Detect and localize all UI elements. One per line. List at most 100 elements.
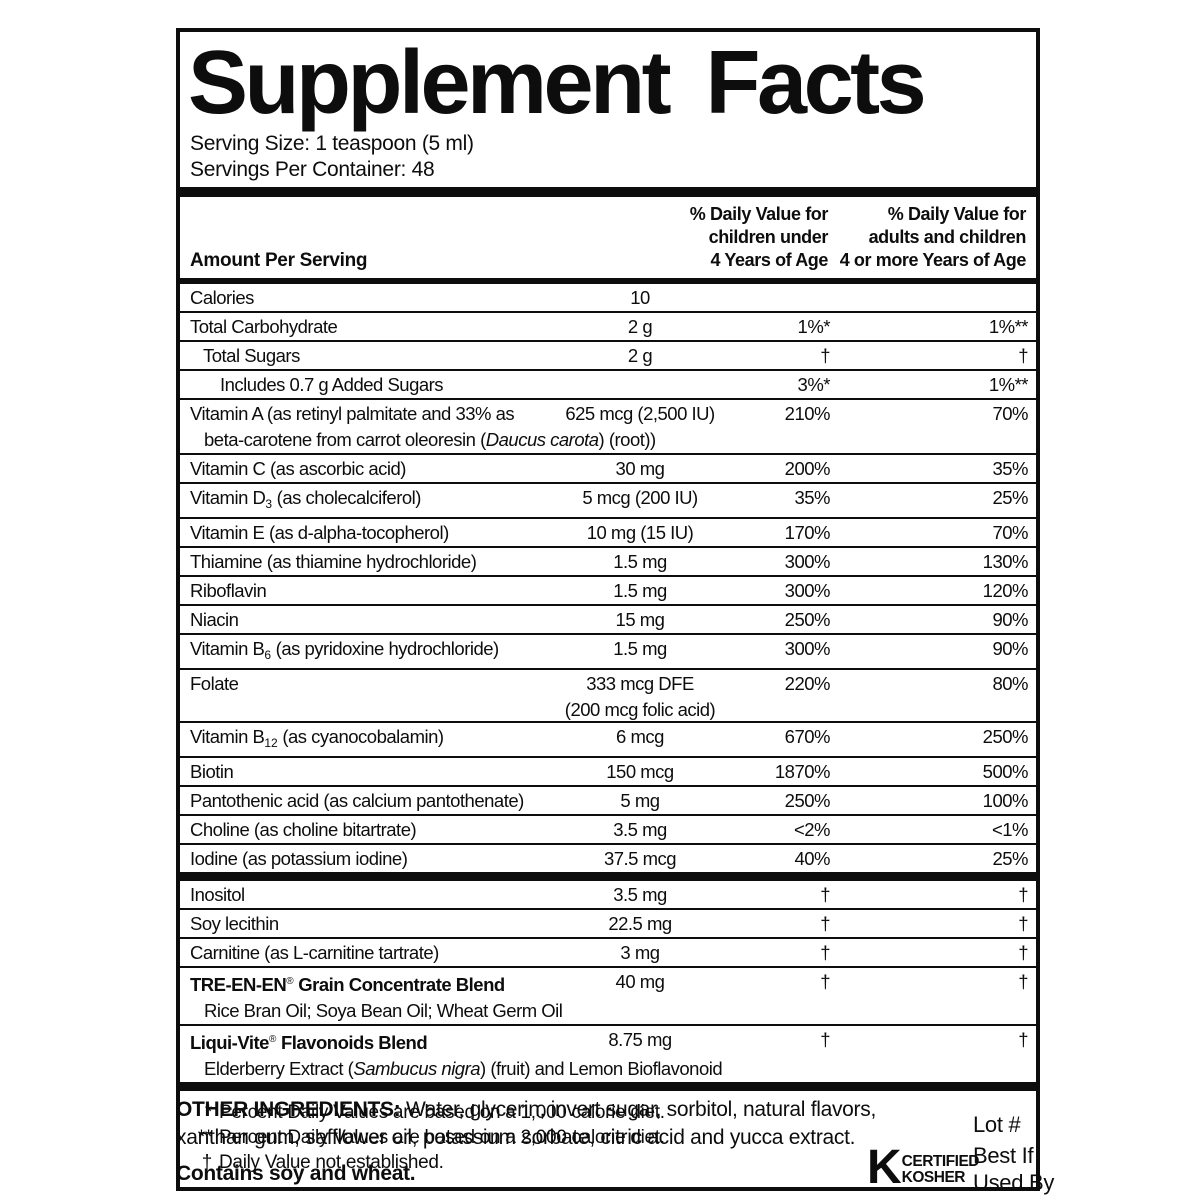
kosher-text-line: CERTIFIED: [901, 1153, 980, 1170]
children-dv-value: 250%: [784, 789, 831, 811]
amount-per-serving-header: Amount Per Serving: [190, 249, 368, 271]
table-row: Vitamin B12 (as cyanocobalamin) 6 mcg 67…: [180, 720, 1036, 756]
nutrient-amount: 30 mg: [616, 456, 665, 482]
amount-line: 1.5 mg: [613, 637, 667, 659]
adults-dv-value: 1%**: [988, 315, 1029, 337]
text-part: ) (root)): [598, 428, 657, 450]
footnote-symbol: **: [197, 1126, 213, 1148]
children-dv-header: % Daily Value for children under 4 Years…: [628, 203, 829, 272]
nutrient-amount: 40 mg: [616, 969, 665, 995]
adults-dv-value: 250%: [982, 725, 1029, 747]
adults-dv-value: 35%: [992, 457, 1028, 479]
footnote-text: Daily Value not established.: [219, 1151, 444, 1173]
serving-info: Serving Size: 1 teaspoon (5 ml) Servings…: [180, 125, 1036, 187]
servings-per-container: Servings Per Container: 48: [190, 157, 435, 181]
text-part: Vitamin A (as retinyl palmitate and 33% …: [190, 402, 515, 424]
other-ingredients-text: Water, glycerin, invert sugar, sorbitol,…: [400, 1098, 876, 1121]
table-row: Biotin 150 mcg 1870% 500%: [180, 755, 1036, 785]
amount-line: 10 mg (15 IU): [586, 521, 694, 543]
adults-dv-value: 25%: [992, 847, 1028, 869]
amount-line: 5 mcg (200 IU): [582, 486, 698, 508]
kosher-k-glyph: K: [867, 1141, 902, 1194]
amount-line: 3 mg: [620, 941, 660, 963]
nutrient-amount: 3.5 mg: [613, 882, 667, 908]
text-part: Inositol: [190, 883, 245, 905]
text-part: Carnitine (as L-carnitine tartrate): [190, 941, 439, 963]
table-row: Total Carbohydrate 2 g 1%* 1%**: [180, 310, 1036, 340]
footnote-text: Percent Daily Values are based on a 2,00…: [219, 1126, 665, 1148]
amount-line: 37.5 mcg: [603, 847, 677, 869]
section-rule: [180, 871, 1036, 881]
table-row: Includes 0.7 g Added Sugars 3%* 1%**: [180, 368, 1036, 398]
thick-rule: [180, 186, 1036, 197]
children-dv-value: 300%: [784, 637, 831, 659]
children-dv-value: 35%: [794, 486, 830, 508]
children-dv-value: <2%: [793, 818, 831, 840]
children-dv-value: 210%: [784, 402, 831, 424]
adults-dv-header-line: % Daily Value for: [887, 203, 1027, 224]
nutrient-name: Total Carbohydrate: [190, 314, 1026, 340]
text-part: Thiamine (as thiamine hydrochloride): [190, 550, 477, 572]
other-ingredients-line: xanthan gum, safflower oil, potassium so…: [176, 1126, 856, 1149]
nutrient-amount: 5 mg: [620, 788, 660, 814]
kosher-text-line: KOSHER: [901, 1169, 966, 1186]
nutrient-amount: 8.75 mg: [608, 1027, 672, 1053]
nutrient-name: Iodine (as potassium iodine): [190, 846, 1026, 872]
nutrient-name: Pantothenic acid (as calcium pantothenat…: [190, 788, 1026, 814]
best-if-used-by: Best If Used By: [973, 1142, 1054, 1196]
nutrient-amount: 5 mcg (200 IU): [582, 485, 698, 511]
text-part: beta-carotene from carrot oleoresin (: [204, 428, 486, 450]
children-dv-value: 1870%: [774, 760, 831, 782]
nutrient-amount: 6 mcg: [616, 724, 664, 750]
children-dv-value: †: [820, 941, 830, 963]
nutrient-name: Vitamin D3 (as cholecalciferol): [190, 485, 1026, 517]
nutrient-name: Vitamin C (as ascorbic acid): [190, 456, 1026, 482]
nutrient-subline: Rice Bran Oil; Soya Bean Oil; Wheat Germ…: [190, 998, 1026, 1024]
adults-dv-value: †: [1018, 912, 1028, 934]
nutrient-amount: 2 g: [628, 314, 653, 340]
text-part: Vitamin C (as ascorbic acid): [190, 457, 406, 479]
adults-dv-value: 70%: [992, 402, 1028, 424]
table-row: Calories 10: [180, 284, 1036, 311]
nutrient-subline: Elderberry Extract (Sambucus nigra) (fru…: [190, 1056, 1026, 1082]
text-part: Grain Concentrate Blend: [293, 973, 505, 995]
nutrient-name: Niacin: [190, 607, 1026, 633]
amount-line: 40 mg: [615, 970, 665, 992]
table-row: Inositol 3.5 mg † †: [180, 881, 1036, 908]
table-row: Vitamin C (as ascorbic acid) 30 mg 200% …: [180, 452, 1036, 482]
children-dv-value: 170%: [784, 521, 831, 543]
adults-dv-value: †: [1018, 941, 1028, 963]
nutrient-name: Choline (as choline bitartrate): [190, 817, 1026, 843]
children-dv-value: †: [820, 970, 830, 992]
amount-line: 2 g: [627, 344, 653, 366]
children-dv-value: 200%: [784, 457, 831, 479]
best-if-line: Best If: [973, 1143, 1034, 1168]
lot-number-label: Lot #: [973, 1112, 1021, 1137]
text-part: Vitamin B: [190, 637, 265, 659]
footnote-text: Percent Daily Values are based on a 1,00…: [219, 1101, 665, 1123]
table-row: Vitamin D3 (as cholecalciferol) 5 mcg (2…: [180, 481, 1036, 517]
footnotes: * Percent Daily Values are based on a 1,…: [180, 1091, 1036, 1187]
table-row: Total Sugars 2 g † †: [180, 339, 1036, 369]
nutrient-name: Vitamin B12 (as cyanocobalamin): [190, 724, 1026, 756]
nutrient-amount: 3 mg: [620, 940, 660, 966]
text-part: Elderberry Extract (: [204, 1057, 354, 1079]
text-part: Daucus carota: [485, 428, 599, 450]
amount-line: 150 mcg: [606, 760, 674, 782]
nutrient-amount: 10 mg (15 IU): [587, 520, 694, 546]
table-row: Soy lecithin 22.5 mg † †: [180, 907, 1036, 937]
amount-line: 3.5 mg: [613, 818, 667, 840]
adults-dv-value: †: [1018, 344, 1028, 366]
children-dv-value: 40%: [794, 847, 830, 869]
adults-dv-value: 90%: [992, 608, 1028, 630]
nutrient-amount: 2 g: [627, 343, 653, 369]
nutrient-name: Vitamin B6 (as pyridoxine hydrochloride): [190, 636, 1026, 668]
column-header-row: Amount Per Serving % Daily Value for chi…: [180, 197, 1036, 278]
other-ingredients-line: OTHER INGREDIENTS: Water, glycerin, inve…: [176, 1096, 876, 1124]
text-part: (as cholecalciferol): [272, 486, 422, 508]
table-row: Riboflavin 1.5 mg 300% 120%: [180, 574, 1036, 604]
footnote-symbol: †: [201, 1151, 213, 1173]
nutrient-name: Includes 0.7 g Added Sugars: [190, 372, 1026, 398]
adults-dv-header-line: adults and children: [868, 226, 1027, 247]
text-part: Liqui-Vite: [190, 1031, 269, 1053]
